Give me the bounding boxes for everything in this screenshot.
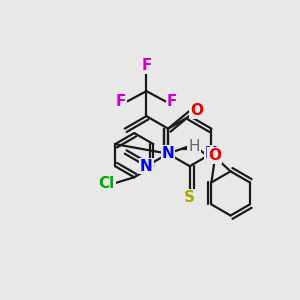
Text: N: N: [205, 146, 218, 161]
Text: N: N: [140, 159, 153, 174]
Text: H: H: [188, 139, 200, 154]
Text: N: N: [162, 146, 175, 161]
Text: O: O: [208, 148, 221, 163]
Text: Cl: Cl: [99, 176, 115, 190]
Text: F: F: [116, 94, 126, 109]
Text: F: F: [141, 58, 152, 73]
Text: S: S: [184, 190, 195, 205]
Text: O: O: [190, 103, 203, 118]
Text: F: F: [167, 94, 177, 109]
